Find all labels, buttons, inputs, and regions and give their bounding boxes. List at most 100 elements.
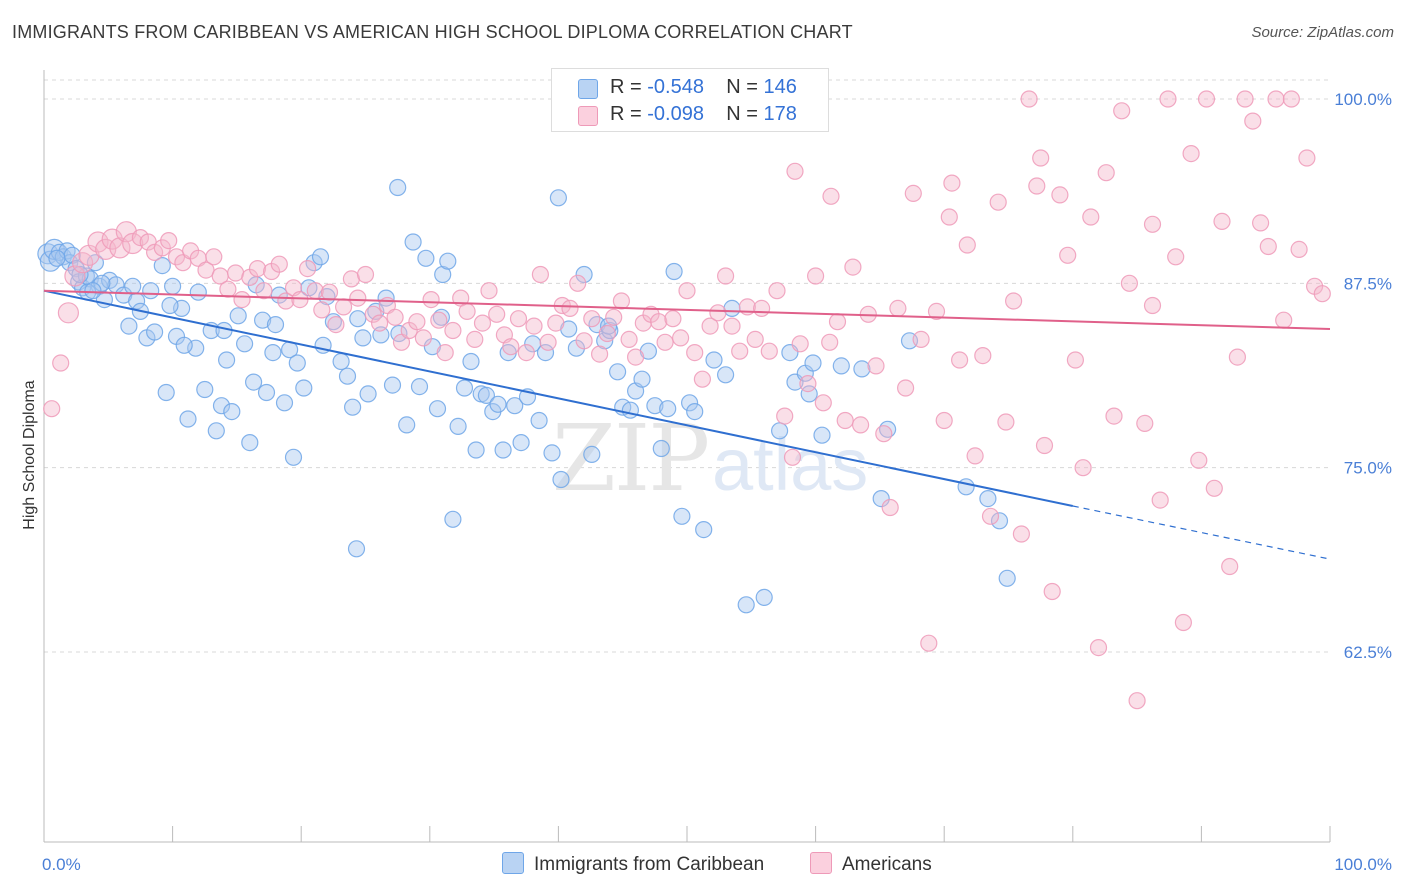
caribbean-point	[417, 249, 435, 267]
americans-point	[723, 317, 741, 335]
bottom-legend-caribbean: Immigrants from Caribbean	[502, 852, 764, 876]
caribbean-point	[434, 265, 452, 284]
americans-point	[989, 193, 1007, 211]
americans-point	[480, 282, 498, 300]
caribbean-point	[266, 316, 285, 334]
americans-point	[664, 310, 682, 328]
caribbean-point	[229, 307, 247, 325]
americans-point	[612, 292, 631, 310]
americans-point	[920, 634, 938, 652]
americans-point	[1213, 212, 1231, 230]
americans-point	[701, 317, 719, 335]
americans-point	[1113, 102, 1131, 120]
americans-point	[1228, 348, 1247, 366]
americans-trend-line	[43, 289, 1331, 331]
americans-point	[828, 313, 847, 331]
chart-title: IMMIGRANTS FROM CARIBBEAN VS AMERICAN HI…	[12, 22, 853, 42]
americans-point	[444, 321, 462, 340]
caribbean-point	[998, 569, 1016, 587]
caribbean-point	[347, 540, 366, 558]
americans-point	[561, 299, 579, 317]
caribbean-point	[813, 426, 831, 444]
americans-point	[1205, 479, 1223, 497]
caribbean-point	[530, 411, 548, 430]
americans-point	[867, 357, 885, 375]
americans-point	[912, 330, 930, 348]
caribbean-point	[338, 367, 357, 385]
caribbean-point	[257, 383, 276, 402]
caribbean-point	[549, 189, 568, 207]
trend-lines	[43, 289, 1331, 560]
americans-point	[709, 304, 727, 322]
caribbean-point	[494, 441, 512, 459]
caribbean-point	[536, 344, 555, 362]
caribbean-point	[673, 507, 691, 525]
americans-point	[349, 289, 367, 307]
y-tick-label: 62.5%	[1344, 643, 1392, 662]
americans-point	[626, 348, 645, 366]
legend-swatch-caribbean	[578, 79, 598, 99]
americans-point	[502, 338, 520, 356]
caribbean-point	[270, 286, 288, 304]
americans-point	[306, 282, 324, 300]
americans-point	[408, 313, 426, 331]
americans-point	[122, 232, 144, 255]
x-tick-label: 0.0%	[42, 855, 81, 874]
americans-point	[1197, 90, 1216, 108]
caribbean-point	[621, 401, 640, 419]
americans-point	[320, 283, 339, 301]
americans-point	[1136, 414, 1154, 432]
americans-point	[760, 342, 778, 360]
americans-point	[1221, 557, 1239, 576]
caribbean-point	[264, 344, 282, 362]
americans-point	[1282, 90, 1301, 108]
caribbean-point	[207, 422, 225, 440]
americans-point	[575, 332, 593, 350]
americans-point	[233, 291, 251, 309]
caribbean-point	[646, 397, 664, 415]
grid-lines	[44, 79, 1330, 653]
americans-point	[356, 265, 375, 284]
americans-point	[488, 305, 506, 323]
caribbean-point	[223, 403, 241, 421]
caribbean-point	[359, 385, 377, 403]
americans-point	[776, 407, 794, 425]
caribbean-point	[241, 434, 259, 452]
caribbean-point	[84, 282, 102, 300]
americans-point	[57, 302, 80, 324]
legend-n-label: N =	[726, 76, 758, 98]
caribbean-point	[665, 262, 683, 281]
tick-labels: 62.5% 75.0% 87.5% 100.0% 0.0% 100.0%	[42, 90, 1392, 874]
americans-point	[1032, 149, 1050, 167]
americans-point	[656, 333, 674, 351]
caribbean-point	[48, 249, 66, 267]
americans-point	[270, 255, 288, 273]
legend-r-label: R =	[610, 76, 642, 98]
caribbean-point	[311, 248, 330, 266]
americans-point	[64, 265, 86, 287]
americans-point	[590, 345, 609, 363]
americans-point	[1313, 285, 1331, 303]
caribbean-point	[770, 422, 789, 440]
americans-point	[1174, 613, 1193, 632]
americans-point	[686, 344, 704, 362]
caribbean-trend-extension	[1072, 505, 1331, 560]
legend-n-value: 146	[763, 76, 797, 98]
americans-point	[466, 330, 484, 348]
americans-point	[1020, 90, 1038, 108]
americans-point	[1066, 351, 1085, 369]
caribbean-trend-line	[43, 289, 1074, 507]
americans-point	[1012, 525, 1031, 543]
caribbean-point	[189, 283, 207, 301]
caribbean-point	[196, 380, 214, 399]
americans-point	[525, 317, 543, 335]
caribbean-point	[428, 400, 447, 418]
stats-legend: R = -0.548 N = 146 R = -0.098 N = 178	[551, 68, 829, 132]
caribbean-point	[410, 378, 429, 396]
americans-point	[650, 313, 668, 331]
legend-n-label: N =	[726, 103, 758, 125]
americans-point	[219, 280, 237, 298]
americans-point	[958, 236, 976, 254]
caribbean-point	[737, 596, 755, 614]
caribbean-point	[164, 277, 182, 295]
